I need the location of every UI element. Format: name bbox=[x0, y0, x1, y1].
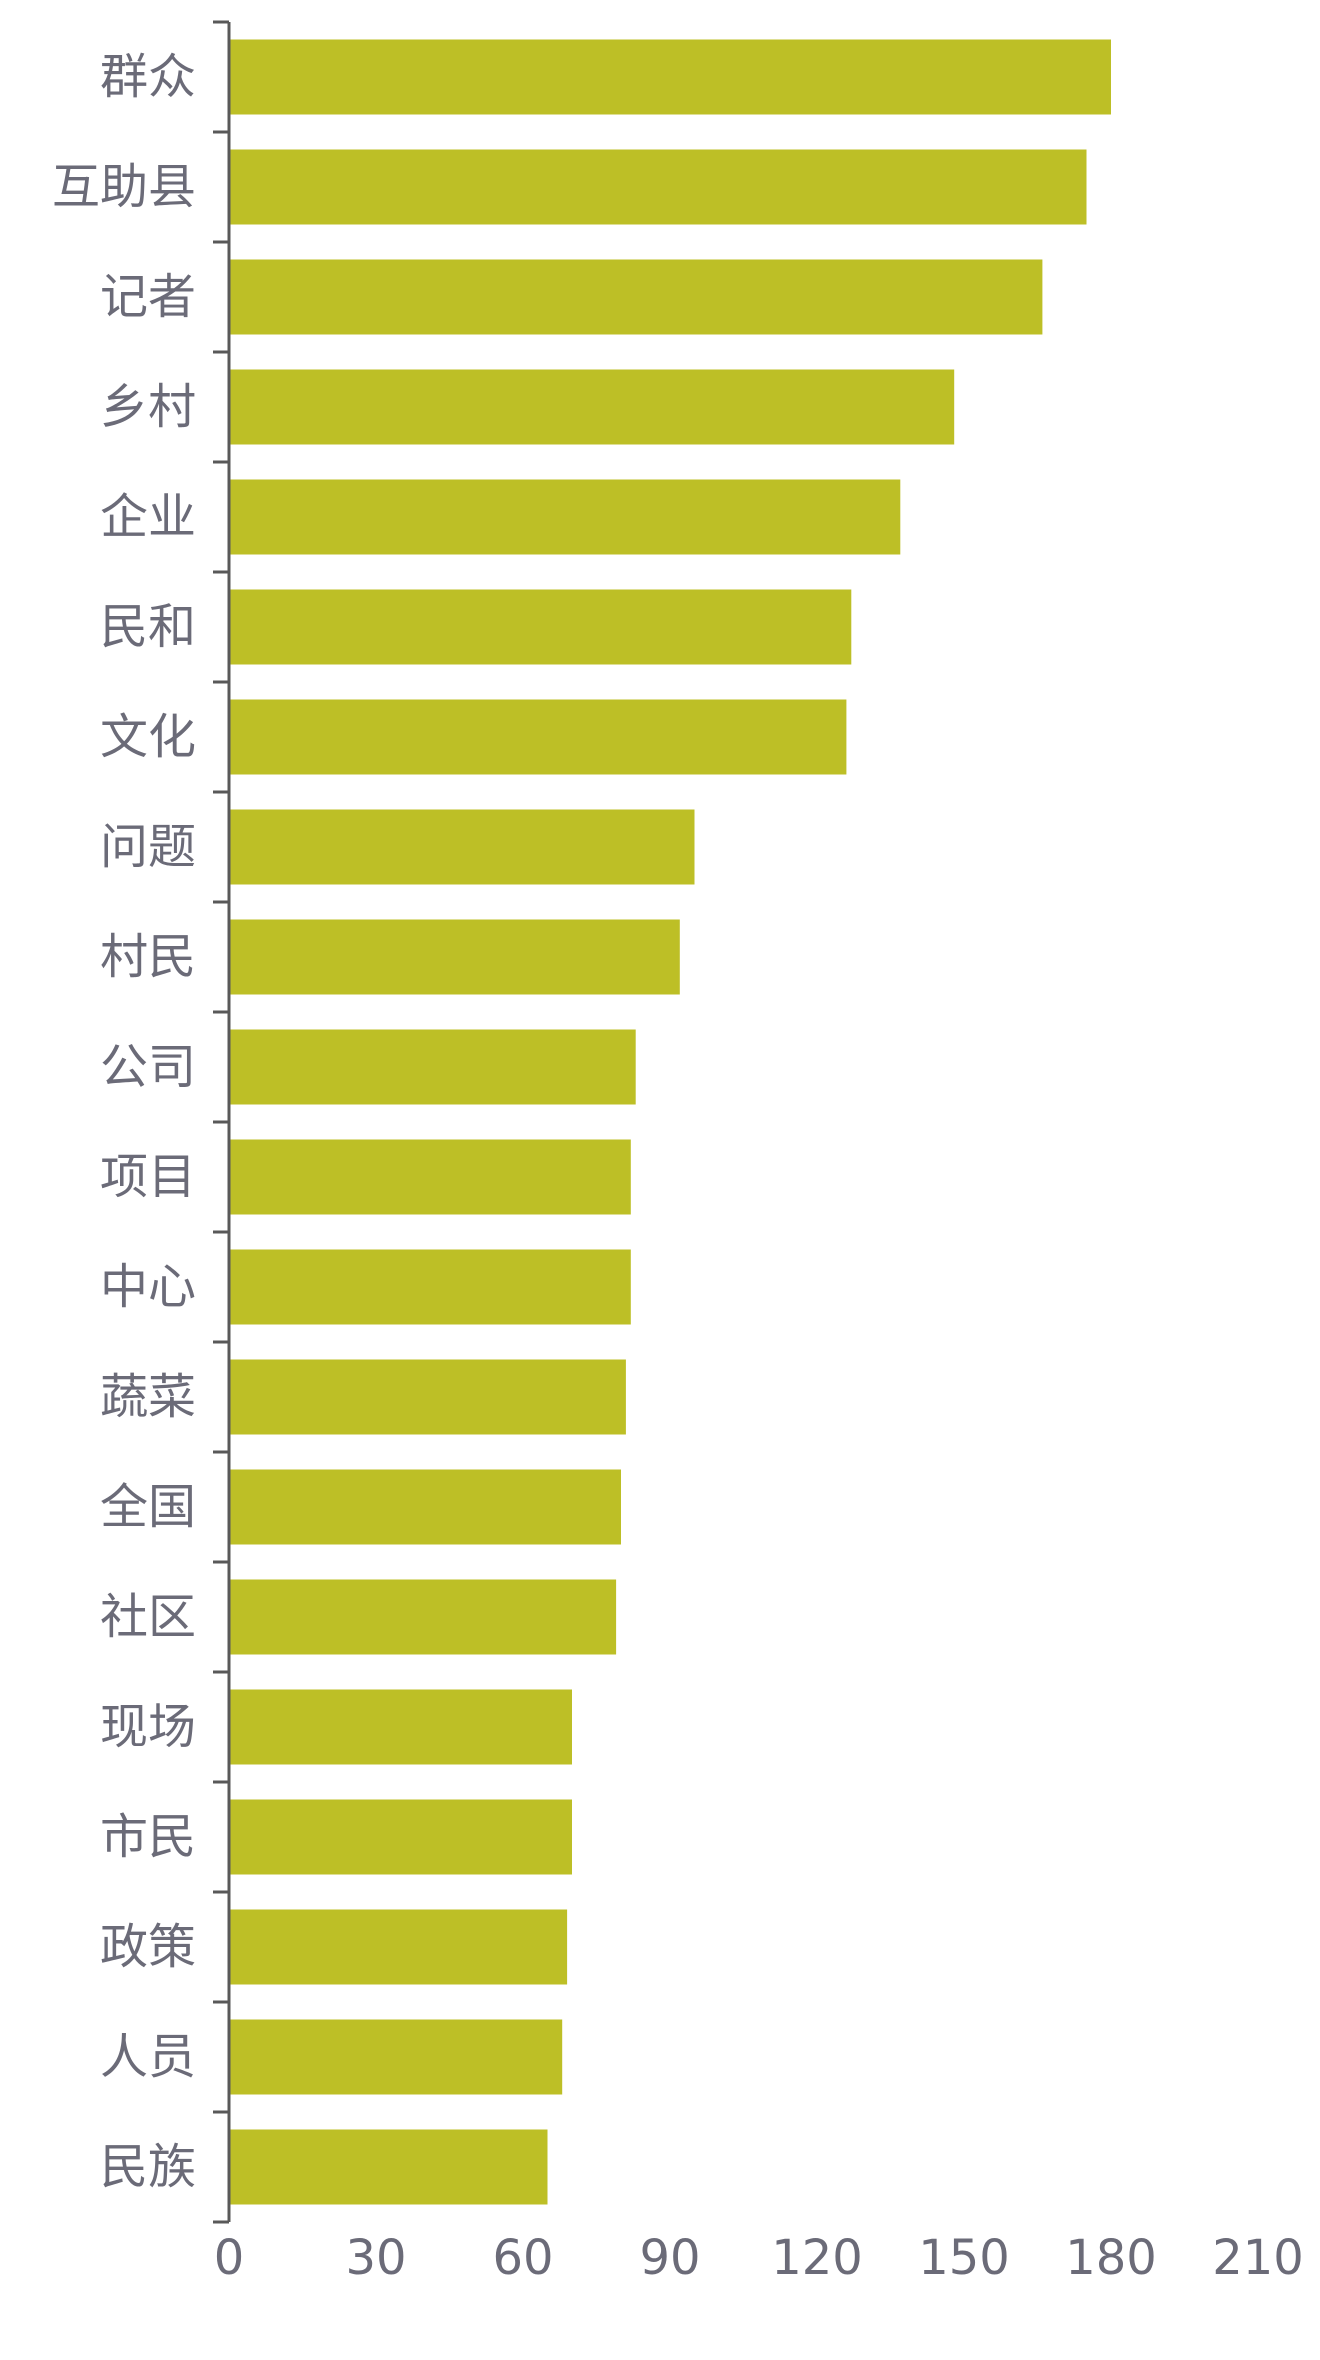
bar-社区 bbox=[230, 1579, 617, 1655]
y-tick-label: 民和 bbox=[100, 599, 196, 655]
bar-公司 bbox=[230, 1029, 636, 1105]
y-axis bbox=[213, 20, 231, 2224]
y-tick-label: 公司 bbox=[100, 1039, 196, 1095]
bars-group bbox=[230, 39, 1111, 2205]
x-tick-label: 30 bbox=[345, 2230, 406, 2286]
y-tick-label: 群众 bbox=[100, 49, 196, 105]
bar-乡村 bbox=[230, 369, 955, 445]
bar-现场 bbox=[230, 1689, 572, 1765]
bar-记者 bbox=[230, 259, 1043, 335]
x-tick-label: 120 bbox=[771, 2230, 863, 2286]
y-tick-label: 项目 bbox=[100, 1149, 196, 1205]
y-tick-label: 中心 bbox=[100, 1259, 196, 1315]
y-tick-label: 民族 bbox=[100, 2139, 196, 2195]
bar-项目 bbox=[230, 1139, 631, 1215]
bar-企业 bbox=[230, 479, 901, 555]
y-tick-label: 现场 bbox=[100, 1699, 196, 1755]
bar-政策 bbox=[230, 1909, 568, 1985]
bar-文化 bbox=[230, 699, 847, 775]
x-tick-label: 0 bbox=[214, 2230, 245, 2286]
bar-市民 bbox=[230, 1799, 572, 1875]
bar-互助县 bbox=[230, 149, 1087, 225]
bar-问题 bbox=[230, 809, 695, 885]
bar-全国 bbox=[230, 1469, 621, 1545]
x-tick-label: 150 bbox=[918, 2230, 1010, 2286]
y-tick-label: 乡村 bbox=[100, 379, 196, 435]
bar-群众 bbox=[230, 39, 1111, 115]
y-tick-label: 社区 bbox=[100, 1589, 196, 1645]
y-tick-label: 文化 bbox=[100, 709, 196, 765]
y-tick-label: 全国 bbox=[100, 1479, 196, 1535]
y-tick-label: 市民 bbox=[100, 1809, 196, 1865]
y-tick-label: 记者 bbox=[100, 269, 196, 325]
y-tick-label: 蔬菜 bbox=[100, 1369, 196, 1425]
x-tick-label: 180 bbox=[1065, 2230, 1157, 2286]
x-tick-label: 210 bbox=[1212, 2230, 1304, 2286]
y-tick-label: 互助县 bbox=[52, 159, 196, 215]
x-tick-label: 90 bbox=[639, 2230, 700, 2286]
x-axis-labels: 0 30 60 90 120 150 180 210 bbox=[214, 2230, 1304, 2286]
bar-中心 bbox=[230, 1249, 631, 1325]
y-tick-label: 问题 bbox=[100, 819, 196, 875]
y-tick-label: 政策 bbox=[100, 1919, 196, 1975]
y-tick-label: 人员 bbox=[100, 2029, 196, 2085]
y-axis-labels: 群众互助县记者乡村企业民和文化问题村民公司项目中心蔬菜全国社区现场市民政策人员民… bbox=[52, 49, 196, 2195]
bar-蔬菜 bbox=[230, 1359, 626, 1435]
bar-民和 bbox=[230, 589, 852, 665]
bar-村民 bbox=[230, 919, 680, 995]
y-tick-label: 村民 bbox=[100, 929, 196, 985]
y-tick-label: 企业 bbox=[100, 489, 196, 545]
bar-民族 bbox=[230, 2129, 548, 2205]
x-tick-label: 60 bbox=[492, 2230, 553, 2286]
bar-人员 bbox=[230, 2019, 563, 2095]
